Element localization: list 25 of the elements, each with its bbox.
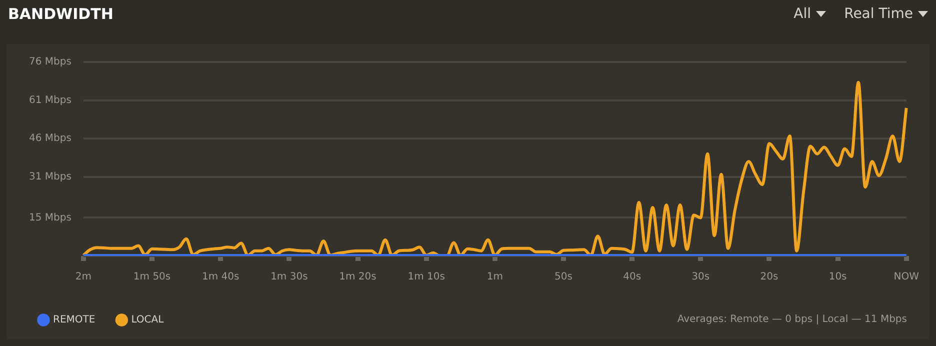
legend-label: REMOTE: [53, 314, 96, 326]
y-tick-label: 46 Mbps: [29, 133, 72, 144]
y-tick-label: 61 Mbps: [29, 94, 72, 106]
x-tick-label: 1m 40s: [202, 272, 240, 283]
dropdown-field: All: [794, 6, 826, 22]
y-tick-label: 31 Mbps: [29, 171, 72, 182]
x-tick-label: 50s: [554, 272, 572, 283]
legend-label: LOCAL: [131, 314, 164, 326]
x-tick-label: 30s: [692, 272, 710, 283]
y-tick-label: 15 Mbps: [29, 212, 72, 224]
x-tick-label: 1m 30s: [270, 272, 308, 283]
x-tick-label: 1m 10s: [408, 272, 445, 283]
line-series: [82, 80, 908, 256]
x-tick-label: 1m 50s: [133, 272, 171, 283]
x-tick-label: 1m: [486, 272, 503, 283]
x-tick-label: NOW: [894, 272, 920, 283]
x-tick-label: 40s: [623, 272, 642, 283]
y-tick-label: 76 Mbps: [29, 56, 72, 68]
x-tick-label: 10s: [828, 272, 847, 283]
x-tick-label: 2m: [75, 272, 92, 283]
x-tick-label: 1m 20s: [339, 272, 376, 283]
text: Averages: Remote — 0 bps | Local — 11 Mbps: [677, 314, 907, 325]
dropdown-field: Real Time: [844, 6, 928, 22]
x-tick-label: 20s: [760, 272, 778, 283]
chart-title: BANDWIDTH: [8, 5, 114, 23]
